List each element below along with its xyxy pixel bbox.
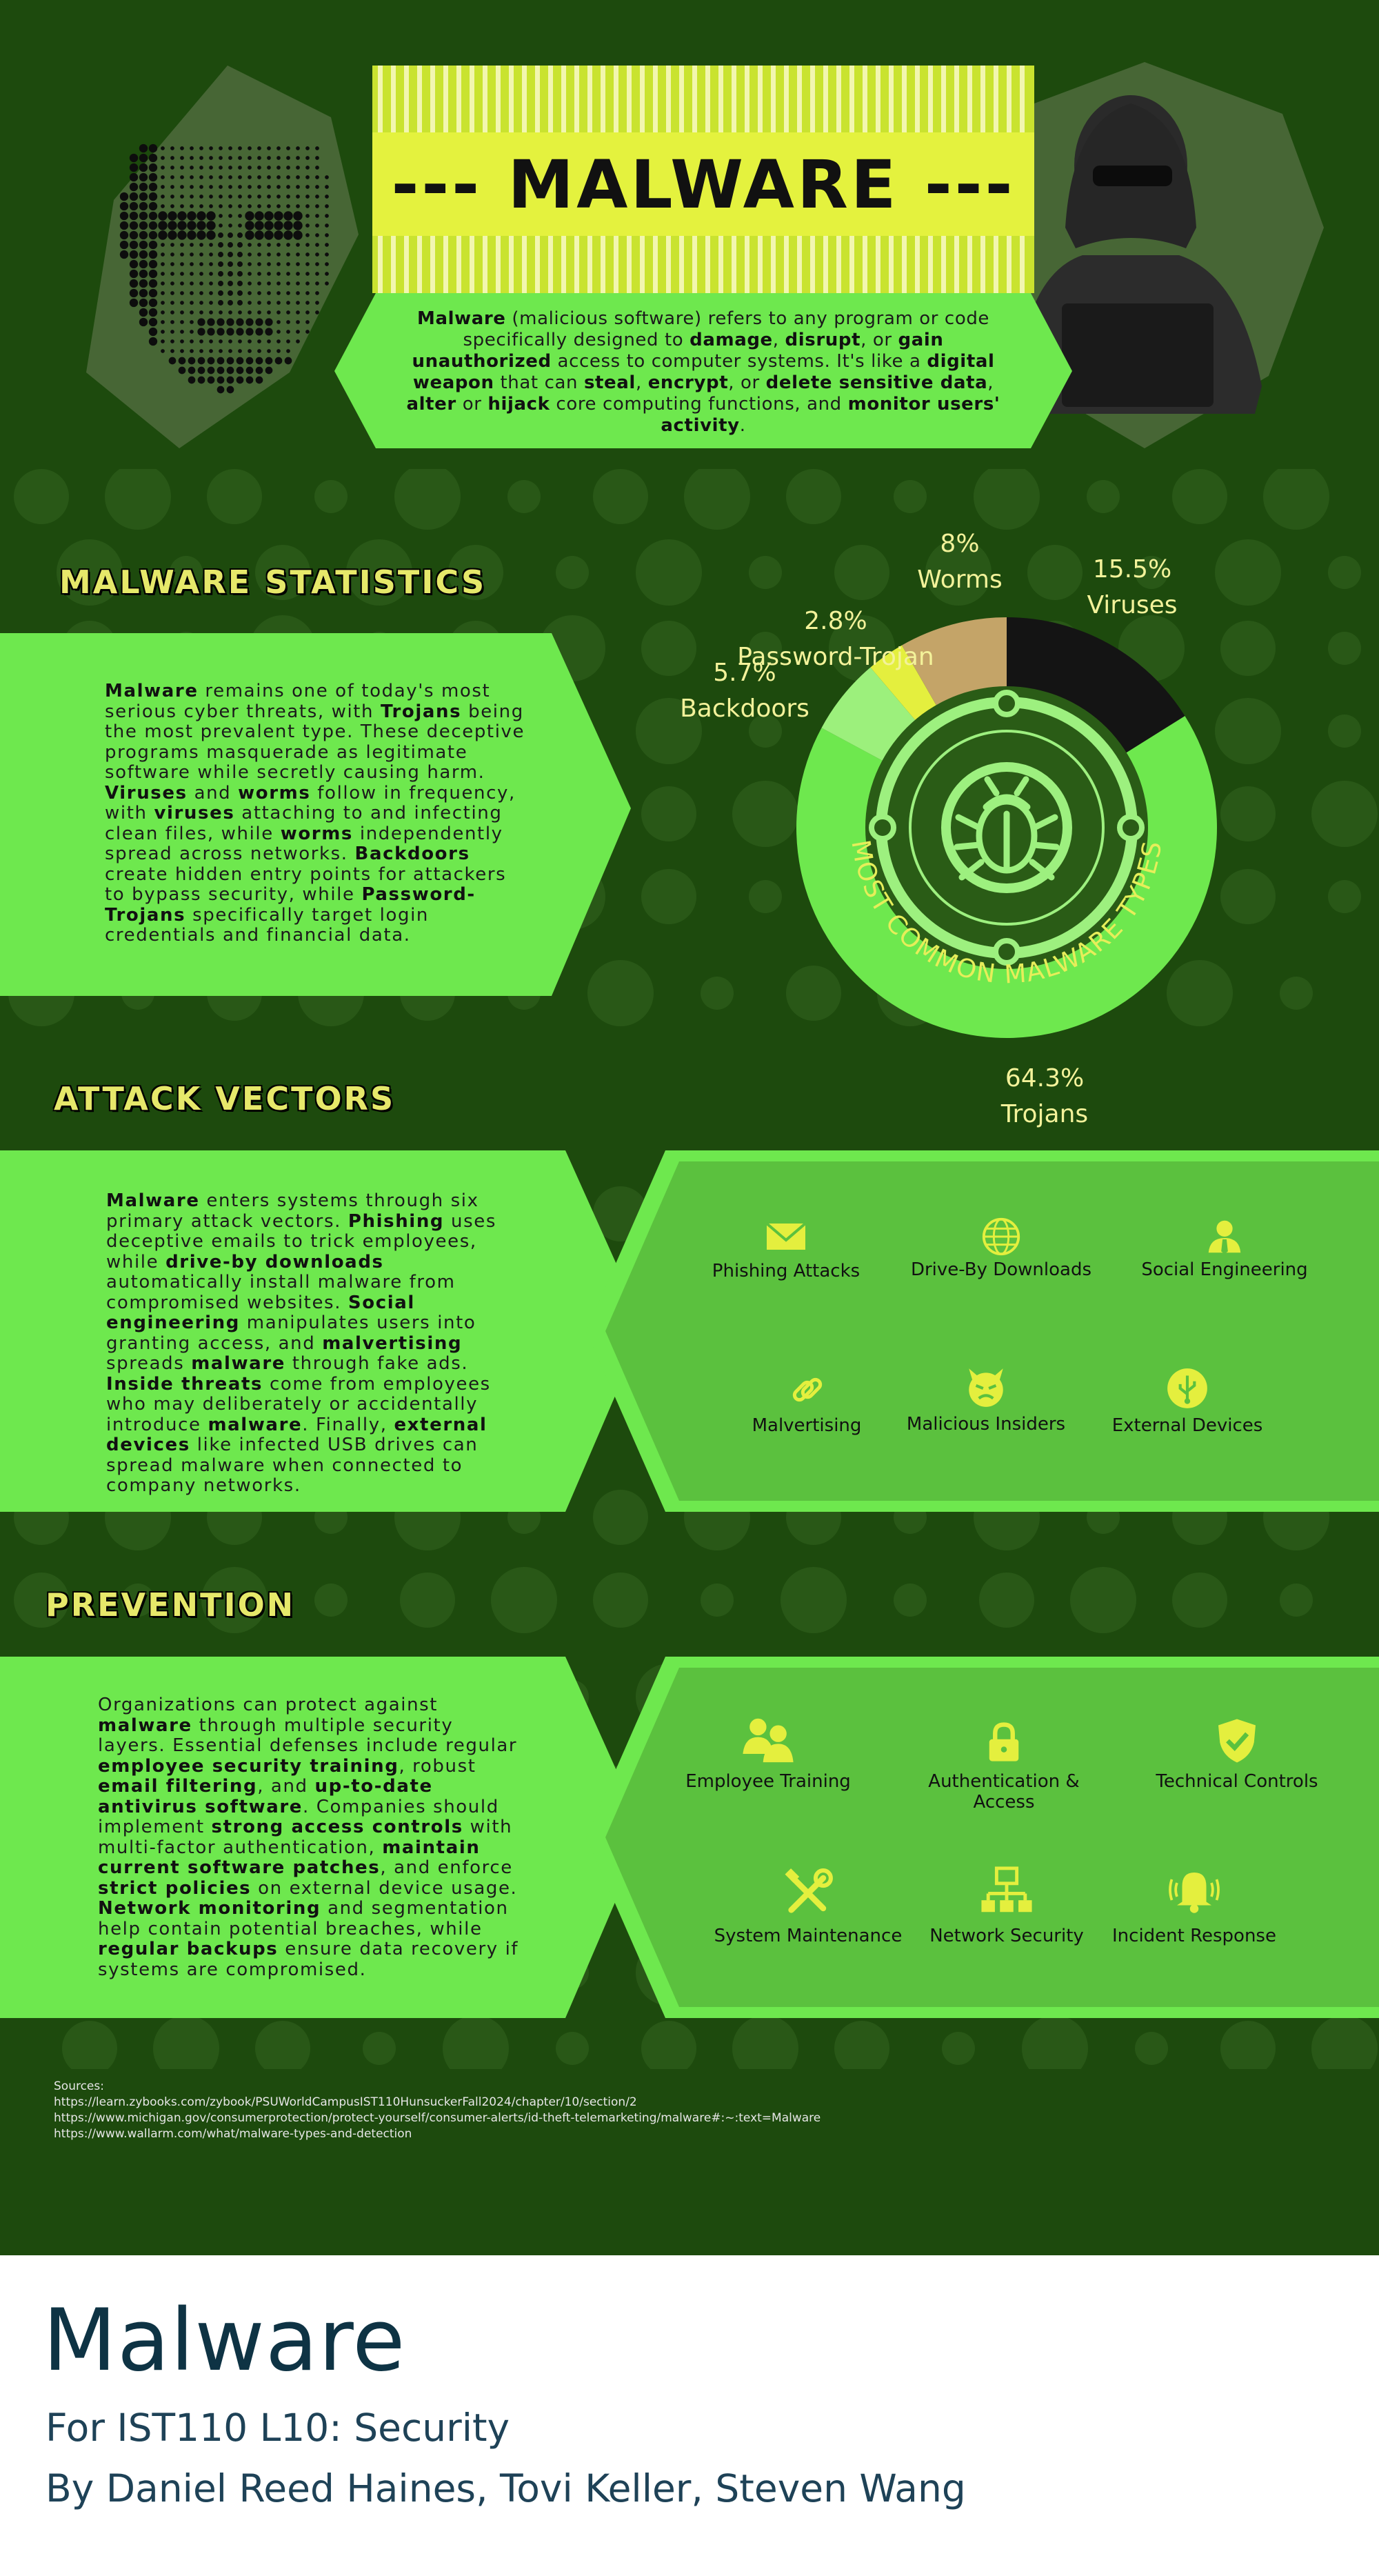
icon-label: Social Engineering [1141,1259,1308,1280]
source-link[interactable]: https://www.wallarm.com/what/malware-typ… [54,2127,412,2141]
header-graphic [86,62,1324,448]
envelope-icon [765,1222,807,1250]
pie-label-viruses: 15.5% Viruses [1087,552,1177,623]
pie-label-value: 64.3% [1005,1064,1085,1092]
shield-check-icon [1218,1719,1256,1763]
pie-label-value: 8% [940,530,980,558]
attack-vectors-text: Malware enters systems through six prima… [106,1190,496,1496]
pie-label-value: 2.8% [804,607,867,635]
sources-heading: Sources: [54,2079,104,2093]
pie-label-worms: 8% Worms [917,526,1003,598]
barcode-top-stripes [378,66,1025,132]
pie-label-value: 15.5% [1092,555,1172,583]
icon-label: Incident Response [1112,1926,1276,1946]
prevention-heading: PREVENTION [46,1586,296,1624]
bug-icon [954,776,1060,881]
pie-label-password-trojan: 2.8% Password-Trojan [737,603,934,675]
footer-course: For IST110 L10: Security [46,2406,510,2450]
infographic-poster: --- MALWARE --- Malware (malicious softw… [0,0,1379,2255]
halftone-face-image [119,143,329,394]
network-icon [981,1866,1032,1913]
tools-icon [785,1868,833,1913]
source-link[interactable]: https://learn.zybooks.com/zybook/PSUWorl… [54,2095,637,2109]
pie-label-name: Password-Trojan [737,643,934,671]
pie-label-name: Backdoors [680,695,809,723]
icon-label: External Devices [1111,1415,1263,1436]
malware-types-pie-chart: MOST COMMON MALWARE TYPES [796,617,1217,1038]
person-icon [1208,1220,1241,1255]
crosshair-inner-ring [909,730,1105,926]
intro-panel-shape [334,293,1072,448]
icon-label: System Maintenance [714,1926,903,1946]
bell-icon [1169,1873,1220,1913]
intro-text: Malware (malicious software) refers to a… [406,308,1000,436]
sources-block: Sources: https://learn.zybooks.com/zyboo… [54,2079,821,2142]
attack-vectors-heading: ATTACK VECTORS [54,1080,396,1117]
icon-label: Malicious Insiders [906,1414,1066,1435]
link-icon [792,1377,823,1402]
footer: Malware For IST110 L10: Security By Dani… [0,2255,1379,2576]
statistics-heading: MALWARE STATISTICS [59,563,487,601]
barcode-bottom-stripes [378,236,1025,293]
icon-label: Phishing Attacks [712,1261,860,1281]
devil-face-icon [969,1368,1003,1407]
statistics-panel-shape [0,633,631,996]
pie-label-name: Viruses [1087,591,1178,619]
icon-label: Drive-By Downloads [910,1259,1092,1280]
usb-icon [1167,1368,1207,1408]
pie-label-trojans: 64.3% Trojans [1001,1061,1088,1132]
lock-icon [989,1722,1019,1761]
pie-label-backdoors: 5.7% Backdoors [680,655,809,727]
pie-label-name: Trojans [1000,1100,1089,1128]
icon-label: Authentication & Access [928,1771,1080,1813]
icon-label: Employee Training [685,1771,851,1792]
prevention-text: Organizations can protect against malwar… [98,1695,519,1980]
hacker-silhouette-image [1014,95,1262,414]
icon-label: Network Security [929,1926,1084,1946]
source-link[interactable]: https://www.michigan.gov/consumerprotect… [54,2111,821,2125]
users-icon [743,1718,794,1763]
icon-label: Technical Controls [1156,1771,1318,1792]
icon-label: Malvertising [752,1415,862,1436]
crosshair-notch-icons [869,690,1145,966]
statistics-text: Malware remains one of today's most seri… [105,681,525,946]
page-title: --- MALWARE --- [391,146,1016,223]
footer-authors: By Daniel Reed Haines, Tovi Keller, Stev… [46,2466,966,2510]
pie-label-name: Worms [917,566,1003,594]
globe-icon [982,1217,1020,1256]
footer-title: Malware [43,2291,406,2390]
pie-label-value: 5.7% [713,659,776,687]
